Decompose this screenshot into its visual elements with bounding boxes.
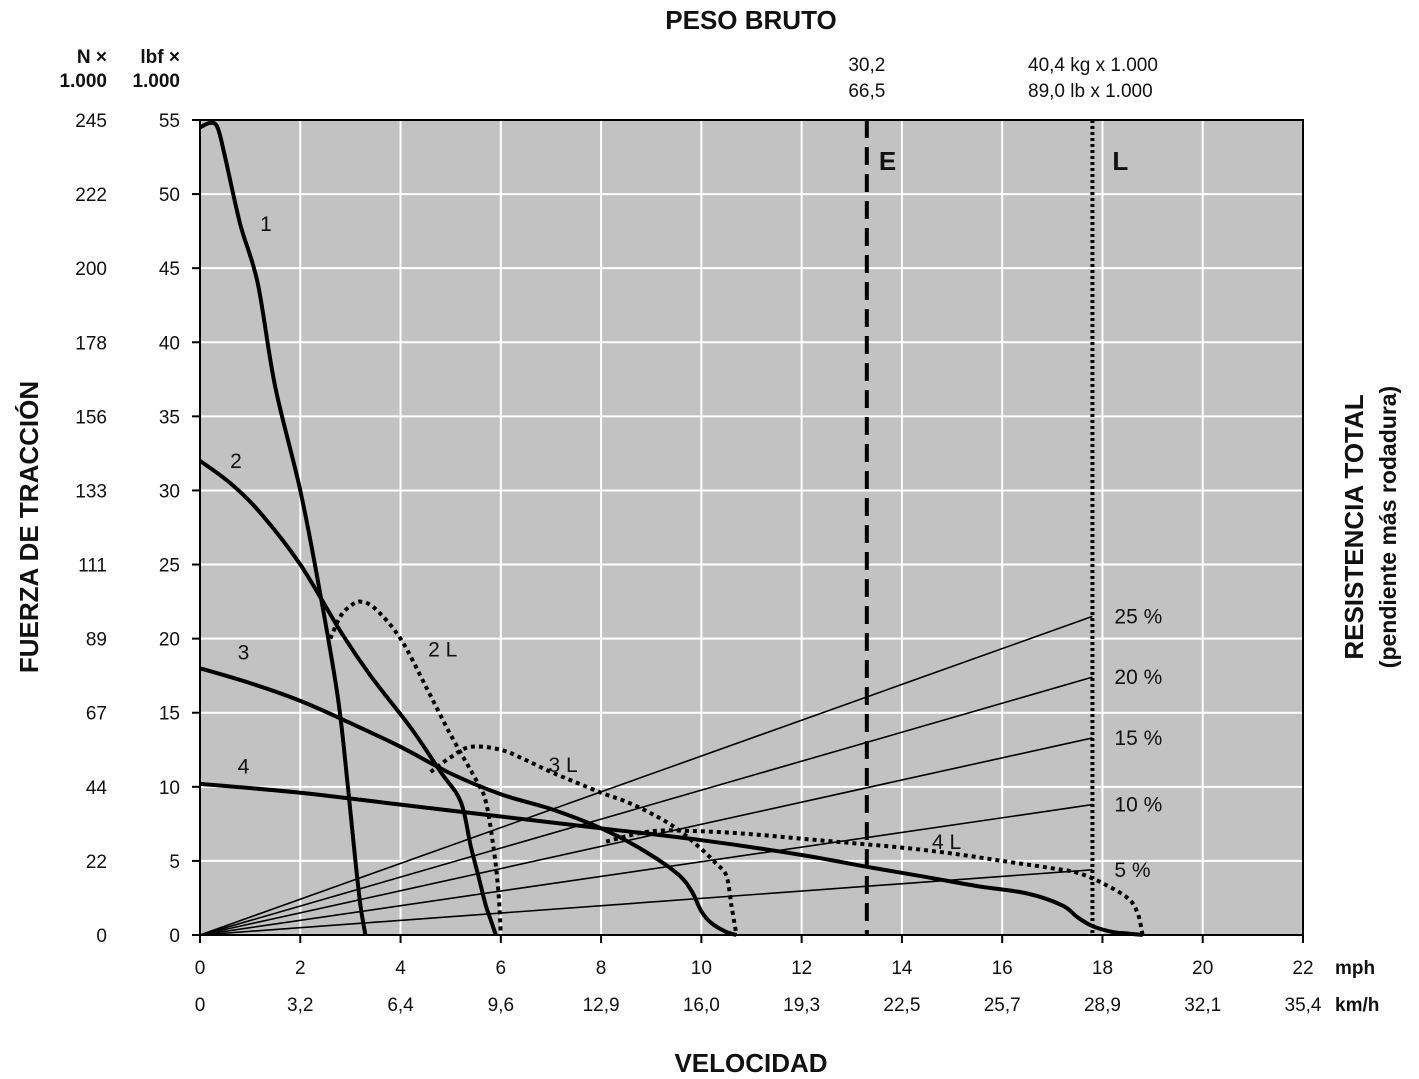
x-tick-label-kmh: 9,6 — [488, 995, 514, 1016]
curves — [198, 120, 1145, 937]
curve-label: 4 L — [932, 831, 961, 854]
empty-weight-lb: 66,5 — [848, 81, 885, 102]
curve-label: 1 — [260, 213, 272, 236]
loaded-gear-curve — [429, 744, 739, 936]
y-tick-label-lbf: 5 — [169, 852, 180, 873]
gear-curve — [199, 120, 368, 936]
y-header-n-1: N × — [77, 47, 107, 68]
empty-weight-marker: E — [879, 146, 896, 176]
y-tick-label-lbf: 55 — [159, 111, 180, 132]
y-tick-label-n: 200 — [75, 259, 107, 280]
y-tick-label-n: 133 — [75, 481, 107, 502]
x-tick-label-kmh: 0 — [195, 995, 206, 1016]
plot-frame — [199, 119, 1304, 936]
resistance-label: 20 % — [1114, 666, 1162, 689]
y-tick-label-lbf: 45 — [159, 259, 180, 280]
loaded-weight-lb: 89,0 lb x 1.000 — [1028, 81, 1153, 102]
y-tick-label-lbf: 15 — [159, 704, 180, 725]
y-axis-title: FUERZA DE TRACCIÓN — [14, 381, 44, 673]
resistance-line — [199, 737, 1093, 936]
loaded-weight-kg: 40,4 kg x 1.000 — [1028, 55, 1158, 76]
y-tick-label-n: 22 — [86, 852, 107, 873]
y-tick-label-n: 67 — [86, 704, 107, 725]
y-header-n-2: 1.000 — [59, 71, 107, 92]
loaded-weight-marker: L — [1112, 146, 1128, 176]
y-header-lbf-2: 1.000 — [132, 71, 180, 92]
labels: 25 % 20 % 15 % 10 % 5 % E L 30,2 66,5 40,4 kg x 1… — [230, 55, 1162, 882]
curve-label: 3 L — [548, 754, 577, 777]
resistance-line — [199, 803, 1093, 936]
x-unit-kmh: km/h — [1335, 995, 1379, 1016]
y-tick-label-lbf: 50 — [159, 185, 180, 206]
x-tick-label-mph: 8 — [596, 958, 607, 979]
right-axis-title: RESISTENCIA TOTAL — [1339, 394, 1369, 659]
y-tick-label-n: 89 — [86, 630, 107, 651]
y-header-lbf-1: lbf × — [140, 47, 180, 68]
gridlines — [200, 120, 1303, 935]
x-tick-label-kmh: 3,2 — [287, 995, 313, 1016]
chart-title: PESO BRUTO — [665, 5, 836, 35]
gear-curve — [199, 781, 1143, 937]
x-tick-label-kmh: 32,1 — [1184, 995, 1221, 1016]
curve-label: 2 L — [428, 638, 457, 661]
y-tick-label-n: 178 — [75, 333, 107, 354]
y-tick-label-n: 44 — [86, 778, 108, 799]
x-tick-label-kmh: 22,5 — [883, 995, 920, 1016]
x-tick-label-mph: 16 — [992, 958, 1013, 979]
y-tick-label-n: 111 — [78, 556, 107, 577]
x-tick-label-mph: 2 — [295, 958, 306, 979]
x-tick-label-mph: 12 — [791, 958, 812, 979]
y-tick-label-lbf: 10 — [159, 778, 180, 799]
resistance-label: 5 % — [1114, 859, 1150, 882]
gear-curve — [199, 666, 738, 937]
y-tick-label-n: 0 — [96, 926, 107, 947]
resistance-label: 15 % — [1114, 727, 1162, 750]
x-tick-label-mph: 22 — [1292, 958, 1313, 979]
x-tick-label-mph: 6 — [496, 958, 507, 979]
x-tick-label-mph: 14 — [891, 958, 913, 979]
x-tick-label-kmh: 16,0 — [683, 995, 720, 1016]
resistance-line — [199, 615, 1093, 936]
y-tick-label-lbf: 0 — [169, 926, 180, 947]
curve-label: 4 — [238, 755, 250, 778]
y-tick-label-n: 156 — [75, 407, 107, 428]
x-tick-label-mph: 10 — [691, 958, 712, 979]
x-tick-label-kmh: 28,9 — [1084, 995, 1121, 1016]
x-tick-label-kmh: 12,9 — [583, 995, 620, 1016]
loaded-gear-curve — [605, 828, 1145, 936]
y-tick-label-lbf: 40 — [159, 333, 180, 354]
plot-area — [200, 120, 1303, 935]
y-tick-label-lbf: 35 — [159, 407, 180, 428]
x-tick-label-mph: 4 — [395, 958, 406, 979]
x-tick-label-mph: 0 — [195, 958, 206, 979]
y-tick-label-n: 245 — [75, 111, 107, 132]
resistance-line — [199, 676, 1093, 936]
curve-label: 2 — [230, 450, 242, 473]
x-tick-label-mph: 18 — [1092, 958, 1113, 979]
axes: 0023,246,469,6812,91016,01219,31422,5162… — [59, 47, 1379, 1016]
resistance-label: 25 % — [1114, 605, 1162, 628]
curve-label: 3 — [238, 641, 250, 664]
y-tick-label-lbf: 20 — [159, 630, 180, 651]
x-tick-label-kmh: 35,4 — [1285, 995, 1322, 1016]
x-axis-title: VELOCIDAD — [674, 1048, 827, 1078]
empty-weight-kg: 30,2 — [848, 55, 885, 76]
x-tick-label-kmh: 19,3 — [783, 995, 820, 1016]
resistance-label: 10 % — [1114, 794, 1162, 817]
x-tick-label-kmh: 6,4 — [387, 995, 414, 1016]
right-axis-subtitle: (pendiente más rodadura) — [1375, 386, 1401, 668]
y-tick-label-n: 222 — [75, 185, 107, 206]
y-tick-label-lbf: 30 — [159, 481, 180, 502]
y-tick-label-lbf: 25 — [159, 556, 180, 577]
x-unit-mph: mph — [1335, 958, 1375, 979]
x-tick-label-kmh: 25,7 — [984, 995, 1021, 1016]
x-tick-label-mph: 20 — [1192, 958, 1213, 979]
gear-curve — [198, 459, 498, 936]
